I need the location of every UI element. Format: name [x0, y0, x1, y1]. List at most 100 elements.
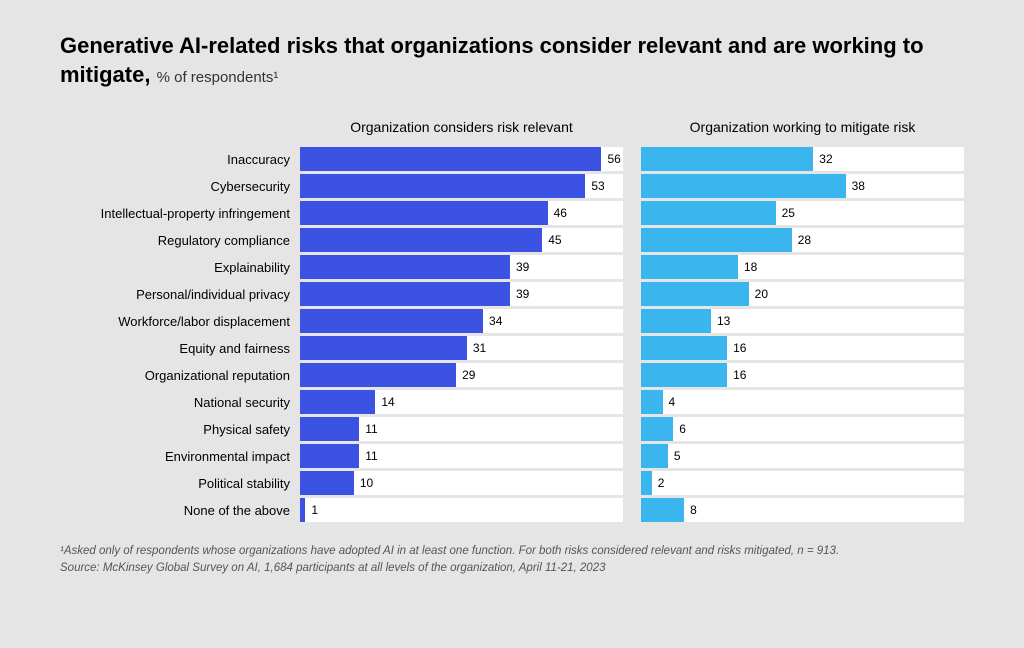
bar-value-right: 13 [717, 314, 730, 328]
bar-row-right: 5 [641, 444, 964, 468]
labels-column: Inaccuracy Cybersecurity Intellectual-prop… [60, 119, 300, 525]
bar-value-left: 11 [365, 449, 377, 463]
row-label: Regulatory compliance [60, 228, 300, 252]
row-label: Environmental impact [60, 444, 300, 468]
left-chart-column: Organization considers risk relevant 565… [300, 119, 623, 525]
row-label: Cybersecurity [60, 174, 300, 198]
bar-value-left: 1 [311, 503, 318, 517]
bar-value-left: 39 [516, 260, 529, 274]
bar-value-right: 8 [690, 503, 697, 517]
bar-right: 18 [641, 255, 738, 279]
bar-right: 13 [641, 309, 711, 333]
bar-right: 8 [641, 498, 684, 522]
bar-value-right: 18 [744, 260, 757, 274]
bar-right: 5 [641, 444, 668, 468]
bar-right: 4 [641, 390, 663, 414]
row-label: Explainability [60, 255, 300, 279]
bar-value-left: 34 [489, 314, 502, 328]
bar-row-left: 34 [300, 309, 623, 333]
bar-row-left: 45 [300, 228, 623, 252]
bar-row-right: 16 [641, 363, 964, 387]
bar-value-right: 2 [658, 476, 665, 490]
bar-row-left: 14 [300, 390, 623, 414]
bar-value-right: 5 [674, 449, 681, 463]
bar-left: 56 [300, 147, 601, 171]
footnote: ¹Asked only of respondents whose organiz… [60, 543, 964, 578]
bar-row-right: 38 [641, 174, 964, 198]
bar-left: 45 [300, 228, 542, 252]
bar-row-right: 13 [641, 309, 964, 333]
row-label: Intellectual-property infringement [60, 201, 300, 225]
bar-row-right: 25 [641, 201, 964, 225]
bar-row-left: 11 [300, 417, 623, 441]
row-label: Equity and fairness [60, 336, 300, 360]
bar-row-left: 53 [300, 174, 623, 198]
bar-value-right: 16 [733, 341, 746, 355]
footnote-line-1: ¹Asked only of respondents whose organiz… [60, 543, 964, 560]
chart-title: Generative AI-related risks that organiz… [60, 32, 964, 89]
labels-header-spacer [60, 119, 300, 147]
bar-value-right: 25 [782, 206, 795, 220]
bar-value-left: 53 [591, 179, 604, 193]
bar-row-right: 20 [641, 282, 964, 306]
bar-right: 38 [641, 174, 846, 198]
bar-row-left: 11 [300, 444, 623, 468]
bar-value-left: 29 [462, 368, 475, 382]
bar-left: 14 [300, 390, 375, 414]
bar-value-left: 31 [473, 341, 486, 355]
chart-container: Generative AI-related risks that organiz… [0, 0, 1024, 598]
bar-left: 34 [300, 309, 483, 333]
bar-right: 2 [641, 471, 652, 495]
bar-right: 20 [641, 282, 749, 306]
bar-right: 6 [641, 417, 673, 441]
bar-left: 31 [300, 336, 467, 360]
bar-row-left: 31 [300, 336, 623, 360]
bar-value-left: 39 [516, 287, 529, 301]
bar-row-right: 4 [641, 390, 964, 414]
bar-value-right: 6 [679, 422, 686, 436]
bar-value-left: 56 [607, 152, 620, 166]
bar-row-right: 2 [641, 471, 964, 495]
bar-left: 10 [300, 471, 354, 495]
bar-left: 11 [300, 417, 359, 441]
bar-value-left: 46 [554, 206, 567, 220]
bar-left: 53 [300, 174, 585, 198]
right-chart-column: Organization working to mitigate risk 32… [641, 119, 964, 525]
bar-left: 29 [300, 363, 456, 387]
bar-right: 16 [641, 363, 727, 387]
bar-row-left: 1 [300, 498, 623, 522]
bar-value-left: 45 [548, 233, 561, 247]
bar-row-left: 46 [300, 201, 623, 225]
bar-row-left: 39 [300, 282, 623, 306]
bar-value-left: 11 [365, 422, 377, 436]
bar-value-right: 20 [755, 287, 768, 301]
bar-value-right: 28 [798, 233, 811, 247]
row-label: Organizational reputation [60, 363, 300, 387]
row-label: Inaccuracy [60, 147, 300, 171]
bar-right: 25 [641, 201, 776, 225]
row-label: Workforce/labor displacement [60, 309, 300, 333]
row-label: Physical safety [60, 417, 300, 441]
right-column-header: Organization working to mitigate risk [641, 119, 964, 147]
bar-left: 46 [300, 201, 548, 225]
bar-value-right: 32 [819, 152, 832, 166]
bar-value-right: 4 [669, 395, 676, 409]
row-label: National security [60, 390, 300, 414]
bar-left: 1 [300, 498, 305, 522]
bar-value-left: 10 [360, 476, 373, 490]
bar-row-left: 56 [300, 147, 623, 171]
chart-area: Inaccuracy Cybersecurity Intellectual-prop… [60, 119, 964, 525]
bar-value-right: 38 [852, 179, 865, 193]
bar-right: 32 [641, 147, 813, 171]
bar-left: 39 [300, 282, 510, 306]
row-label: None of the above [60, 498, 300, 522]
bar-right: 16 [641, 336, 727, 360]
row-label: Political stability [60, 471, 300, 495]
bar-row-left: 39 [300, 255, 623, 279]
bar-left: 39 [300, 255, 510, 279]
footnote-line-2: Source: McKinsey Global Survey on AI, 1,… [60, 560, 964, 577]
bar-row-right: 8 [641, 498, 964, 522]
bar-right: 28 [641, 228, 792, 252]
bar-left: 11 [300, 444, 359, 468]
bar-row-left: 29 [300, 363, 623, 387]
